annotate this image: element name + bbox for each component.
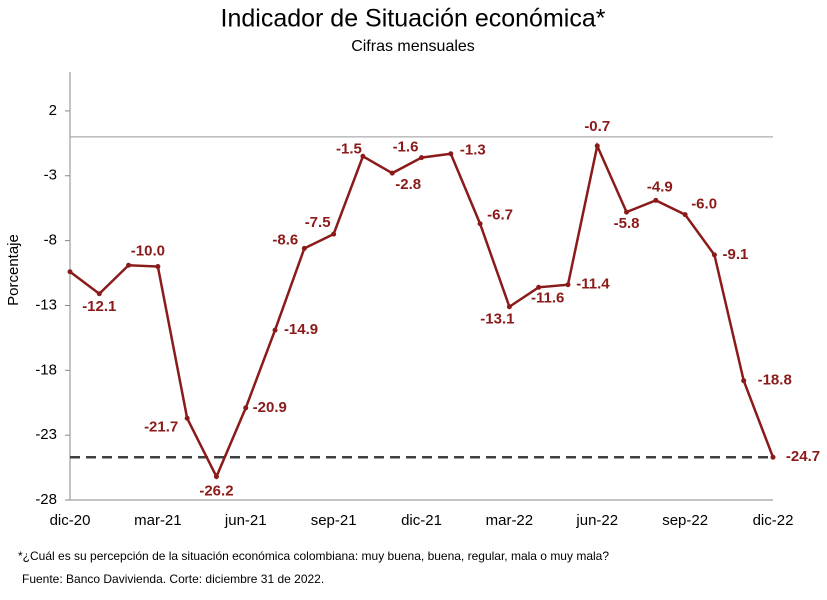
data-point (506, 304, 512, 310)
data-point (243, 405, 249, 411)
data-label: -18.8 (758, 372, 792, 389)
data-point (126, 262, 132, 268)
footnote: Fuente: Banco Davivienda. Corte: diciemb… (22, 572, 324, 586)
data-point (594, 143, 600, 149)
data-label: -9.1 (722, 246, 748, 263)
data-label: -2.8 (395, 176, 421, 193)
data-label: -1.6 (393, 139, 419, 156)
data-point (67, 269, 73, 275)
data-point (331, 231, 337, 237)
data-point (565, 282, 571, 288)
data-point (184, 415, 190, 421)
data-label: -24.7 (786, 448, 820, 465)
data-point (213, 474, 219, 480)
y-axis-label: Porcentaje (5, 234, 22, 306)
data-label: -20.9 (253, 399, 287, 416)
x-tick-label: sep-22 (662, 512, 708, 529)
data-point (624, 209, 630, 215)
x-tick-label: mar-21 (134, 512, 182, 529)
data-point (301, 245, 307, 251)
data-label: -11.4 (576, 276, 610, 293)
data-label: -5.8 (614, 215, 640, 232)
data-label: -10.0 (131, 243, 165, 260)
x-tick-label: dic-20 (50, 512, 91, 529)
x-tick-label: dic-22 (753, 512, 794, 529)
data-point (272, 327, 278, 333)
data-label: -12.1 (82, 298, 116, 315)
data-label: -11.6 (531, 289, 564, 306)
y-tick-label: -3 (44, 167, 57, 184)
data-point (741, 378, 747, 384)
x-tick-label: jun-22 (575, 512, 618, 529)
data-label: -1.3 (460, 142, 486, 159)
y-tick-label: 2 (49, 102, 57, 119)
data-point (653, 197, 659, 203)
data-label: -0.7 (584, 118, 610, 135)
x-tick-label: sep-21 (311, 512, 357, 529)
y-tick-label: -23 (35, 426, 57, 443)
x-tick-label: dic-21 (401, 512, 442, 529)
data-point (711, 252, 717, 258)
data-label: -4.9 (647, 178, 673, 195)
x-tick-label: mar-22 (486, 512, 534, 529)
data-point (448, 151, 454, 157)
data-label: -8.6 (272, 231, 298, 248)
data-point (419, 155, 424, 161)
data-label: -6.0 (691, 196, 717, 213)
y-tick-label: -13 (35, 296, 57, 313)
data-point (360, 153, 366, 159)
data-label: -13.1 (480, 311, 514, 328)
data-point (536, 284, 542, 290)
y-tick-label: -18 (35, 361, 57, 378)
x-tick-label: jun-21 (224, 512, 267, 529)
chart-subtitle: Cifras mensuales (351, 38, 475, 55)
y-tick-label: -8 (44, 232, 57, 249)
chart-title: Indicador de Situación económica* (221, 5, 606, 33)
data-label: -1.5 (336, 140, 362, 157)
data-point (155, 264, 161, 270)
data-point (389, 170, 395, 176)
data-point (477, 221, 483, 227)
data-point (96, 291, 102, 297)
data-label: -21.7 (144, 418, 178, 435)
data-point (682, 212, 688, 218)
y-tick-label: -28 (35, 491, 57, 508)
data-label: -14.9 (284, 321, 318, 338)
footnote: *¿Cuál es su percepción de la situación … (18, 549, 609, 563)
data-label: -26.2 (199, 483, 233, 500)
data-point (770, 454, 776, 460)
data-label: -6.7 (487, 207, 513, 224)
data-label: -7.5 (305, 214, 331, 231)
